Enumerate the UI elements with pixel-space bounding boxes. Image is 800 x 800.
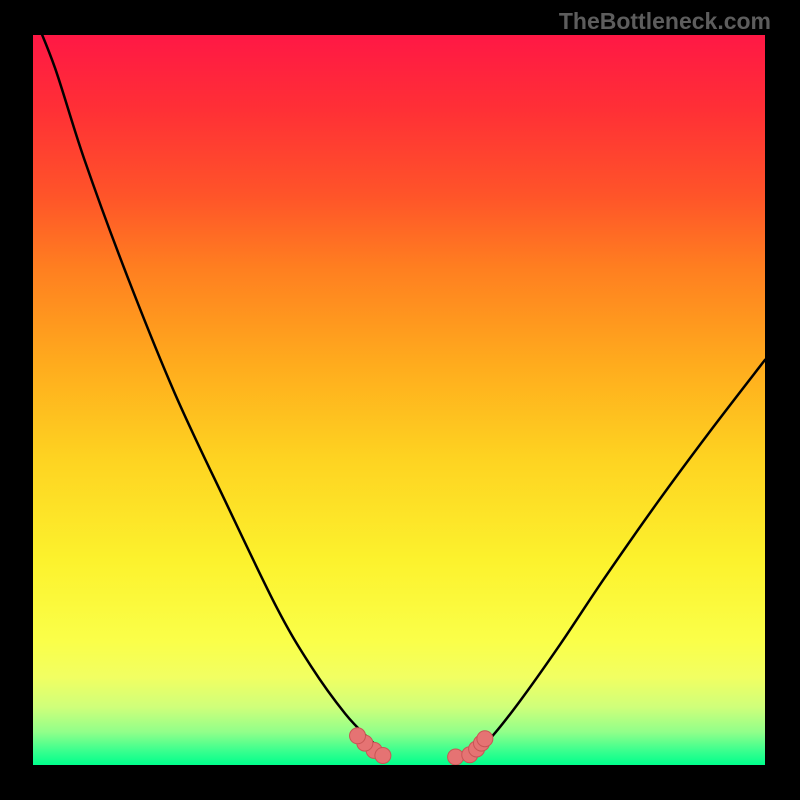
watermark-text: TheBottleneck.com [559,8,771,35]
plot-area [33,35,765,765]
chart-frame: TheBottleneck.com [0,0,800,800]
curve-overlay [33,35,765,765]
